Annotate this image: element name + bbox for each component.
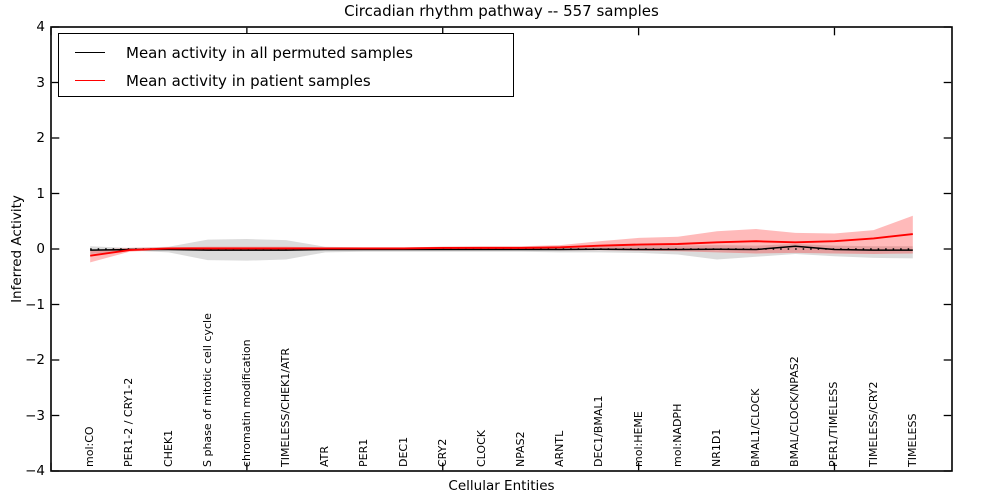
axes-frame [50,26,953,472]
x-category-label: BMAL1/CLOCK [749,388,763,467]
legend: Mean activity in all permuted samples Me… [58,33,514,97]
y-tick-label: 1 [36,185,45,202]
x-category-label: NR1D1 [709,428,723,467]
y-tick-label: 3 [36,74,45,91]
chart-title: Circadian rhythm pathway -- 557 samples [344,2,659,20]
legend-item-patient: Mean activity in patient samples [59,66,371,95]
y-tick-label: −4 [25,463,45,479]
y-tick-label: 0 [36,241,45,257]
x-category-label: mol:HEME [631,411,645,467]
x-category-label: CLOCK [474,430,488,467]
y-tick-label: 4 [36,19,45,35]
x-category-label: DEC1 [396,436,410,467]
patient-mean-line [90,233,913,257]
red-line-swatch [75,80,105,81]
x-category-label: DEC1/BMAL1 [592,395,606,468]
x-category-label: CRY2 [435,438,449,467]
x-category-label: PER1-2 / CRY1-2 [122,377,136,467]
x-category-label: CHEK1 [161,429,175,467]
x-category-label: TIMELESS/CRY2 [866,381,880,468]
x-category-label: ARNTL [553,430,567,467]
x-category-label: TIMELESS/CHEK1/ATR [279,347,293,467]
x-category-label: chromatin modification [239,339,253,467]
y-tick-label: −1 [25,296,45,313]
x-category-label: PER1 [357,438,371,467]
x-category-label: BMAL/CLOCK/NPAS2 [788,356,802,467]
x-category-label: mol:NADPH [670,403,684,467]
y-tick-label: 2 [36,130,45,146]
legend-item-permuted: Mean activity in all permuted samples [59,38,413,67]
permuted-mean-line [90,245,913,251]
x-category-label: TIMELESS [905,413,919,467]
x-category-label: S phase of mitotic cell cycle [200,313,214,467]
x-axis-label: Cellular Entities [448,478,555,494]
legend-label: Mean activity in patient samples [126,71,371,90]
x-category-label: PER1/TIMELESS [827,381,841,467]
black-line-swatch [75,52,105,53]
patient-band [90,215,913,263]
legend-label: Mean activity in all permuted samples [126,43,413,62]
x-category-label: NPAS2 [514,431,528,467]
y-tick-label: −3 [25,407,45,424]
y-tick-label: −2 [25,352,45,368]
x-category-label: mol:CO [83,426,97,467]
x-category-label: ATR [318,445,332,467]
